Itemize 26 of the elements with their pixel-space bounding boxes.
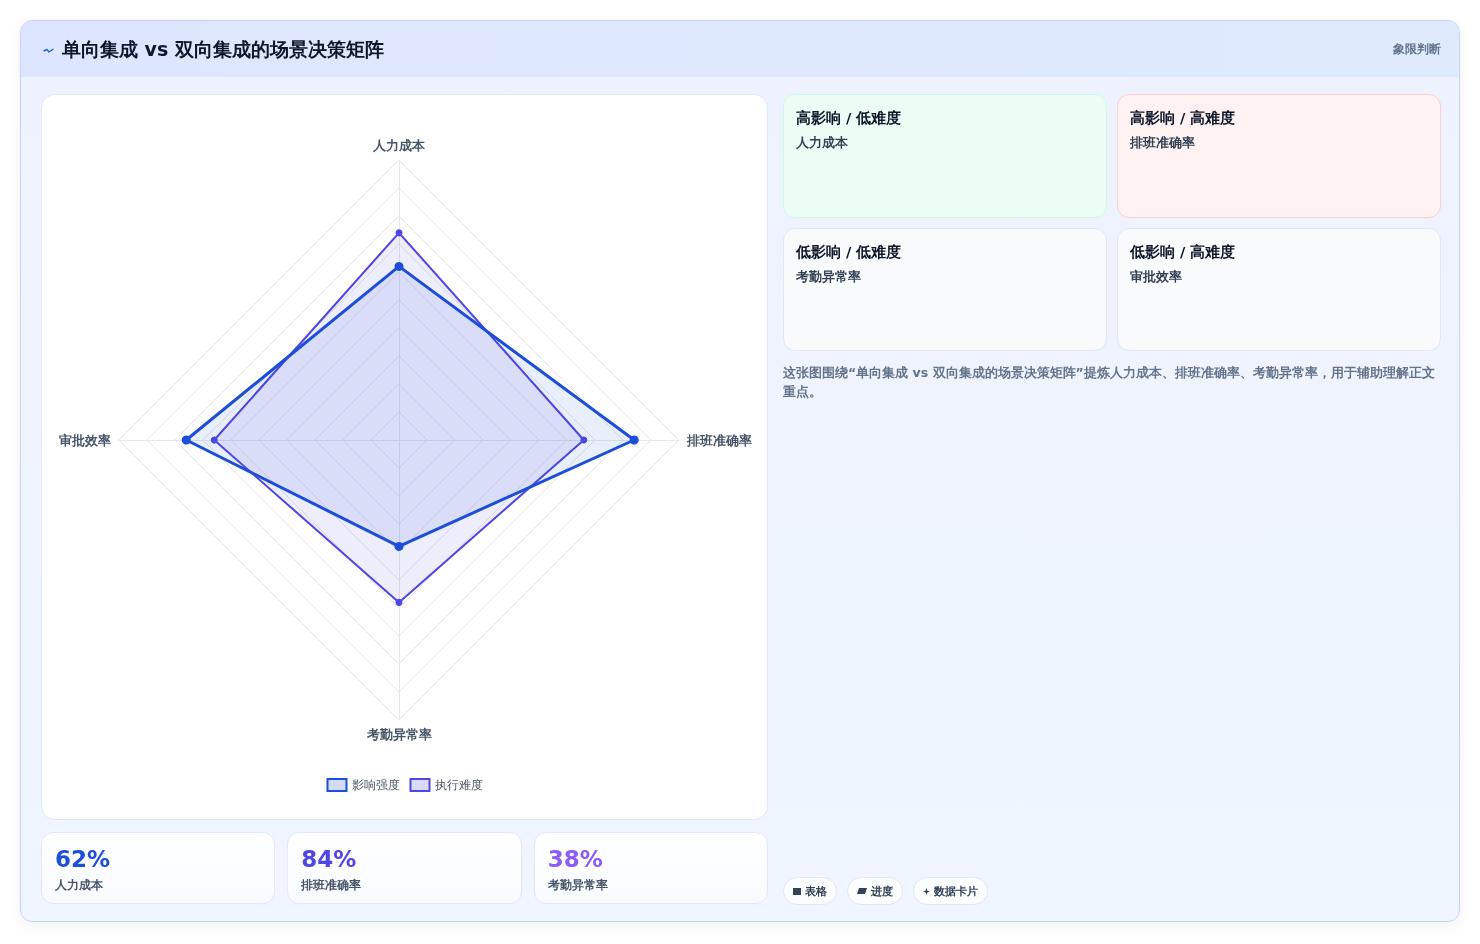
legend-label: 执行难度: [434, 778, 483, 792]
text: 考勤异常率: [796, 269, 861, 284]
spoke-label: 考勤异常率: [365, 727, 432, 742]
category-label: 低影响 / 高难度: [1130, 244, 1236, 260]
category-label: 高影响 / 高难度: [1130, 110, 1236, 126]
spoke-label: 人力成本: [372, 138, 426, 153]
text: 这张图围绕“单向集成 vs 双向集成的场景决策矩阵”提炼人力成本、排班准确率、考勤异常率，用于辅助理解正文重点。: [783, 365, 1435, 399]
text: 审批效率: [1130, 269, 1182, 284]
spoke-label: 审批效率: [59, 432, 111, 448]
category-label: 进度: [871, 883, 893, 899]
category-label: 高影响 / 低难度: [796, 110, 902, 126]
legend-label: 影响强度: [351, 778, 400, 792]
spoke-label: 排班准确率: [686, 432, 752, 448]
text: 84%: [301, 846, 357, 872]
text: 人力成本: [796, 135, 848, 150]
chart-title: 单向集成 vs 双向集成的场景决策矩阵: [62, 38, 384, 60]
category-label: 数据卡片: [934, 883, 978, 899]
text: 38%: [547, 846, 603, 872]
category-label: 人力成本: [55, 878, 103, 892]
category-label: 表格: [805, 883, 827, 899]
category-label: 考勤异常率: [547, 878, 608, 892]
text: 62%: [55, 846, 111, 872]
category-label: 低影响 / 低难度: [796, 244, 902, 260]
text: 象限判断: [1393, 42, 1441, 56]
category-label: 排班准确率: [301, 878, 362, 892]
text: 排班准确率: [1130, 135, 1195, 150]
